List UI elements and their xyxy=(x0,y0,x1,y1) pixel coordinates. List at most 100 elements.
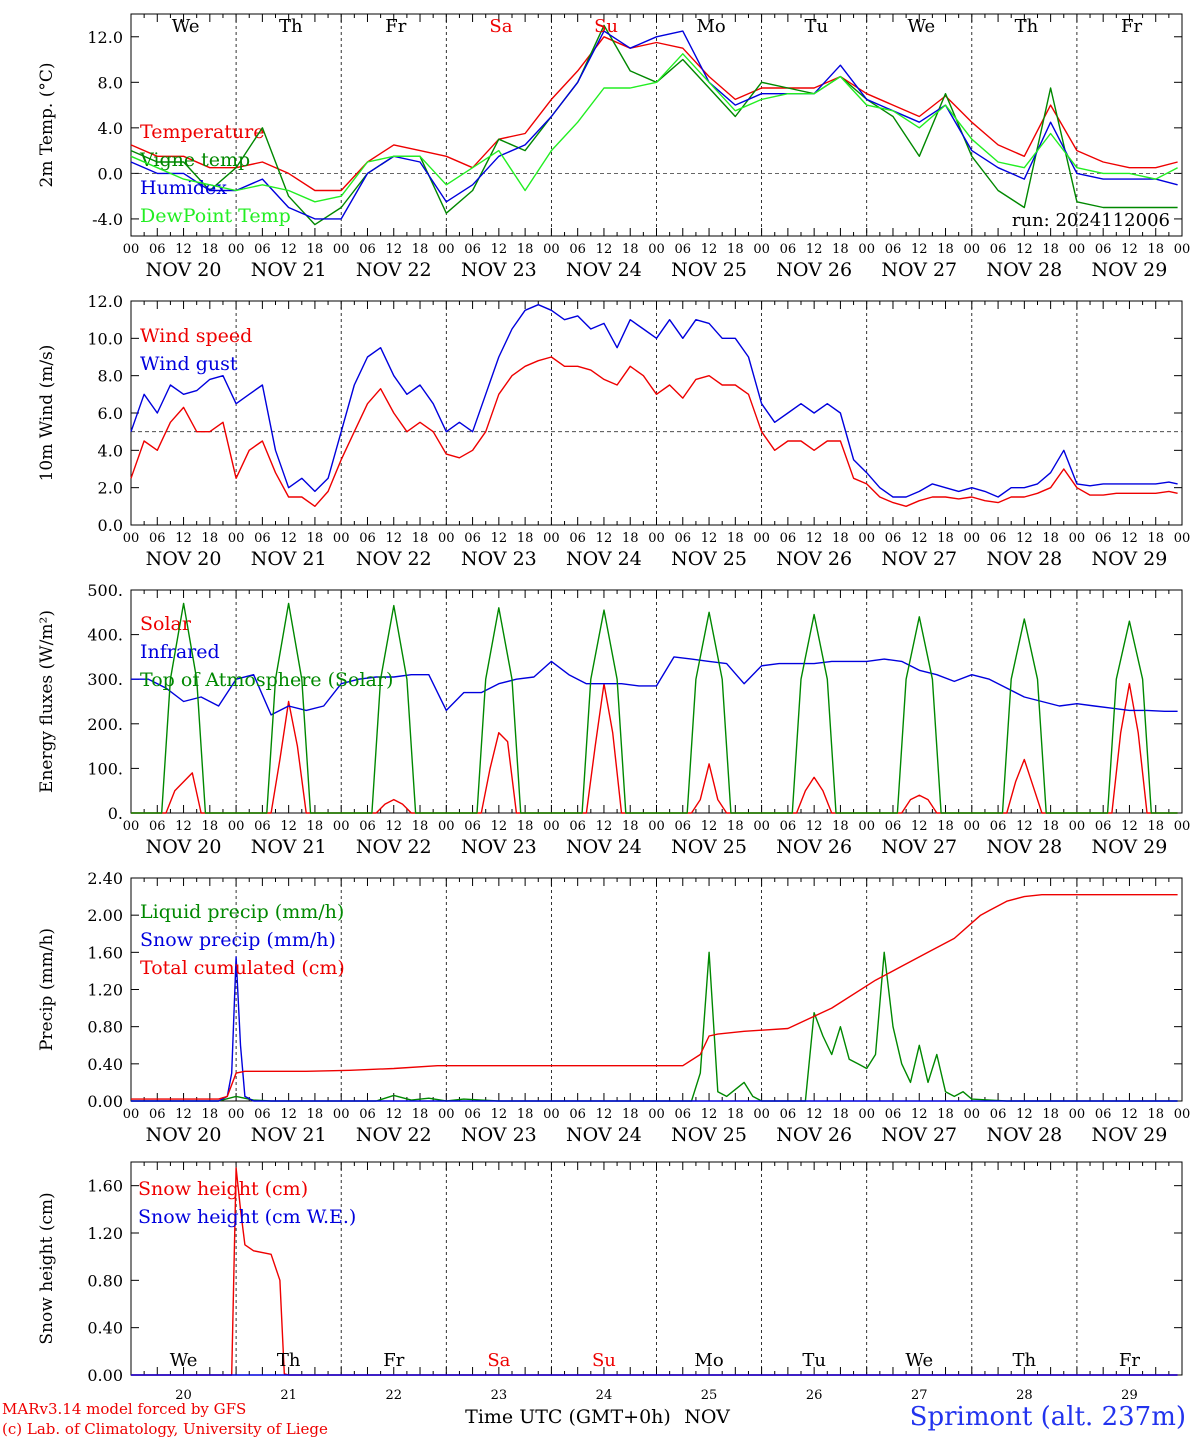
day-label: NOV 25 xyxy=(671,836,747,858)
y-tick-label: 0.0 xyxy=(98,164,123,183)
hour-tick-label: 00 xyxy=(1174,242,1191,257)
hour-tick-label: 00 xyxy=(858,531,875,546)
series-line-wind-gust xyxy=(130,304,1178,498)
day-label: NOV 27 xyxy=(881,836,957,858)
hour-tick-label: 00 xyxy=(333,531,350,546)
day-number-label: 21 xyxy=(280,1388,297,1403)
hour-tick-label: 06 xyxy=(464,531,481,546)
hour-tick-label: 18 xyxy=(202,819,219,834)
weekday-label: Fr xyxy=(383,1350,404,1371)
legend-entry: Solar xyxy=(140,613,192,635)
day-label: NOV 20 xyxy=(146,1124,222,1146)
y-tick-label: 1.20 xyxy=(87,1224,123,1243)
hour-tick-label: 18 xyxy=(307,242,324,257)
hour-tick-label: 06 xyxy=(990,1107,1007,1122)
hour-tick-label: 00 xyxy=(753,1107,770,1122)
hour-tick-label: 18 xyxy=(517,242,534,257)
series-line-humidex xyxy=(130,30,1178,220)
hour-tick-label: 18 xyxy=(202,531,219,546)
day-label: NOV 29 xyxy=(1092,259,1168,281)
y-tick-label: 12.0 xyxy=(87,28,123,47)
hour-tick-label: 12 xyxy=(491,531,508,546)
series-line-snow-height-cm- xyxy=(131,1167,1178,1376)
hour-tick-label: 06 xyxy=(1095,531,1112,546)
hour-tick-label: 18 xyxy=(307,531,324,546)
hour-tick-label: 06 xyxy=(990,531,1007,546)
day-label: NOV 23 xyxy=(461,1124,537,1146)
y-tick-label: 1.20 xyxy=(87,981,123,1000)
hour-tick-label: 12 xyxy=(385,1107,402,1122)
hour-tick-label: 18 xyxy=(412,1107,429,1122)
y-tick-label: 200. xyxy=(87,715,123,734)
hour-tick-label: 12 xyxy=(1016,819,1033,834)
y-tick-label: 2.0 xyxy=(98,479,123,498)
day-label: NOV 23 xyxy=(461,836,537,858)
hour-tick-label: 18 xyxy=(1147,242,1164,257)
hour-tick-label: 06 xyxy=(675,531,692,546)
day-number-label: 26 xyxy=(806,1388,823,1403)
series-line-top-of-atmosphere-solar- xyxy=(131,602,1178,814)
x-axis-label: Time UTC (GMT+0h) xyxy=(465,1406,671,1428)
hour-tick-label: 18 xyxy=(202,1107,219,1122)
y-tick-label: 4.0 xyxy=(98,119,123,138)
y-tick-label: 0.40 xyxy=(87,1319,123,1338)
hour-tick-label: 00 xyxy=(123,531,140,546)
hour-tick-label: 12 xyxy=(701,242,718,257)
hour-tick-label: 00 xyxy=(333,242,350,257)
hour-tick-label: 12 xyxy=(175,1107,192,1122)
weekday-label: Th xyxy=(279,16,303,37)
hour-tick-label: 00 xyxy=(1174,1107,1191,1122)
hour-tick-label: 18 xyxy=(1042,531,1059,546)
legend-entry: Humidex xyxy=(140,177,227,199)
hour-tick-label: 12 xyxy=(1121,242,1138,257)
weekday-label: We xyxy=(170,1350,198,1371)
hour-tick-label: 18 xyxy=(622,242,639,257)
y-tick-label: 6.0 xyxy=(98,404,123,423)
hour-tick-label: 00 xyxy=(438,242,455,257)
series-line-dewpoint-temp xyxy=(130,53,1178,203)
day-label: NOV 28 xyxy=(986,548,1062,570)
hour-tick-label: 18 xyxy=(1042,242,1059,257)
hour-tick-label: 18 xyxy=(622,1107,639,1122)
y-axis-label: Precip (mm/h) xyxy=(37,928,57,1051)
series-line-infrared xyxy=(131,656,1178,716)
hour-tick-label: 00 xyxy=(228,1107,245,1122)
hour-tick-label: 06 xyxy=(885,819,902,834)
hour-tick-label: 00 xyxy=(543,819,560,834)
hour-tick-label: 00 xyxy=(648,819,665,834)
day-label: NOV 21 xyxy=(251,836,327,858)
hour-tick-label: 18 xyxy=(517,531,534,546)
hour-tick-label: 18 xyxy=(937,531,954,546)
hour-tick-label: 12 xyxy=(280,819,297,834)
hour-tick-label: 06 xyxy=(254,819,271,834)
weekday-label: Tu xyxy=(804,16,828,37)
hour-tick-label: 18 xyxy=(832,1107,849,1122)
day-label: NOV 20 xyxy=(146,548,222,570)
day-number-label: 25 xyxy=(701,1388,718,1403)
day-label: NOV 25 xyxy=(671,548,747,570)
y-tick-label: 2.40 xyxy=(87,869,123,888)
hour-tick-label: 00 xyxy=(333,819,350,834)
hour-tick-label: 06 xyxy=(885,531,902,546)
run-annotation: run: 2024112006 xyxy=(1012,210,1170,231)
hour-tick-label: 12 xyxy=(911,531,928,546)
day-label: NOV 23 xyxy=(461,548,537,570)
day-label: NOV 24 xyxy=(566,836,642,858)
day-number-label: 20 xyxy=(175,1388,192,1403)
y-tick-label: -4.0 xyxy=(92,210,123,229)
legend-entry: Wind speed xyxy=(140,325,252,347)
day-label: NOV 29 xyxy=(1092,1124,1168,1146)
weekday-label: Th xyxy=(1015,16,1039,37)
hour-tick-label: 06 xyxy=(885,1107,902,1122)
hour-tick-label: 18 xyxy=(622,819,639,834)
hour-tick-label: 18 xyxy=(307,819,324,834)
hour-tick-label: 06 xyxy=(149,819,166,834)
hour-tick-label: 00 xyxy=(964,242,981,257)
credit-lab: (c) Lab. of Climatology, University of L… xyxy=(2,1420,328,1438)
station-name: Sprimont (alt. 237m) xyxy=(909,1402,1186,1432)
hour-tick-label: 12 xyxy=(596,1107,613,1122)
weekday-label: Su xyxy=(594,16,618,37)
hour-tick-label: 00 xyxy=(228,819,245,834)
hour-tick-label: 06 xyxy=(464,242,481,257)
hour-tick-label: 00 xyxy=(1069,531,1086,546)
